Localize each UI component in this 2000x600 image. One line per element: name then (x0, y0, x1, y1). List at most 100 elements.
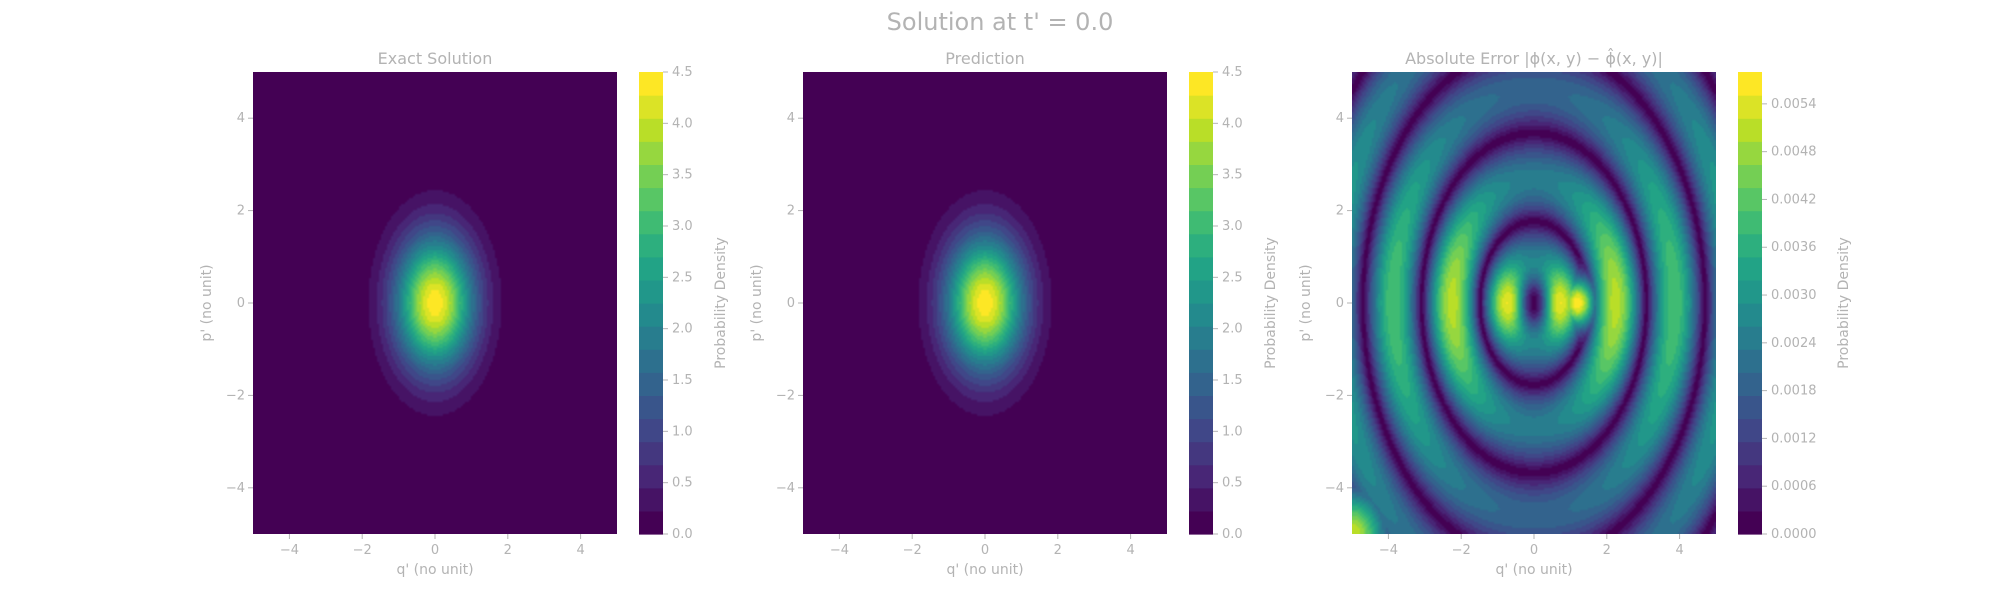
colorbar: 0.0000 0.0006 0.0012 0.0018 0.0024 0.0030 0.00… (1738, 72, 1852, 542)
colorbar-band (639, 256, 663, 281)
x-tick-label: 4 (1126, 543, 1134, 558)
colorbar-band (639, 72, 663, 96)
colorbar-tick-label: 3.0 (1222, 219, 1243, 234)
panel-3: Absolute Error |ϕ(x, y) − ϕ̂(x, y)| −4 −2 0… (1298, 48, 1852, 578)
y-tick-label: −2 (1325, 388, 1344, 403)
colorbar-tick-label: 2.5 (1222, 270, 1243, 285)
colorbar-band (1189, 256, 1213, 281)
y-tick-label: 2 (787, 204, 795, 219)
colorbar-band (639, 418, 663, 443)
x-tick-label: 0 (981, 543, 989, 558)
colorbar-tick-label: 0.0048 (1771, 145, 1817, 160)
colorbar-tick-label: 1.5 (1222, 373, 1243, 388)
colorbar-tick-label: 1.0 (1222, 424, 1243, 439)
y-tick-label: −4 (776, 481, 795, 496)
y-tick-label: 4 (787, 111, 795, 126)
colorbar-band (1738, 441, 1762, 466)
colorbar-tick-label: 4.5 (1222, 65, 1243, 80)
colorbar-band (1738, 256, 1762, 281)
y-tick-label: −4 (1325, 481, 1344, 496)
heatmap-image (803, 72, 1167, 534)
colorbar-band (1189, 210, 1213, 235)
y-tick-label: 0 (237, 296, 245, 311)
colorbar-tick-label: 0.5 (1222, 476, 1243, 491)
colorbar-band (1738, 326, 1762, 350)
colorbar-band (639, 141, 663, 165)
y-tick-label: 2 (1336, 204, 1344, 219)
colorbar-band (1738, 118, 1762, 142)
panel-title: Absolute Error |ϕ(x, y) − ϕ̂(x, y)| (1405, 48, 1663, 68)
heatmap-image (253, 72, 617, 534)
y-tick-label: −2 (776, 388, 795, 403)
colorbar-band (639, 395, 663, 420)
colorbar-band (639, 464, 663, 489)
colorbar-band (639, 441, 663, 466)
colorbar-band (639, 95, 663, 119)
y-tick-label: −4 (226, 481, 245, 496)
colorbar-band (1738, 395, 1762, 420)
panel-2: Prediction −4 −2 0 2 4 −4 −2 0 2 4 q' (no unit) p' (… (749, 49, 1279, 578)
colorbar-band (639, 118, 663, 142)
colorbar-band (639, 326, 663, 350)
colorbar-band (1738, 418, 1762, 443)
colorbar: 0.0 0.5 1.0 1.5 2.0 2.5 3.0 3.5 4.0 4.5 Probabilit… (639, 65, 729, 542)
colorbar-band (1738, 349, 1762, 373)
colorbar-band (1738, 464, 1762, 489)
colorbar-tick-label: 0.5 (672, 476, 693, 491)
colorbar-band (1189, 233, 1213, 258)
colorbar-band (1738, 372, 1762, 396)
colorbar-band (1738, 303, 1762, 327)
colorbar-tick-label: 1.5 (672, 373, 693, 388)
colorbar-band (639, 233, 663, 258)
colorbar-band (1189, 441, 1213, 466)
colorbar-band (1189, 349, 1213, 373)
colorbar-band (1189, 418, 1213, 443)
colorbar-tick-label: 0.0018 (1771, 384, 1817, 399)
colorbar-tick-label: 4.0 (1222, 116, 1243, 131)
x-tick-label: 2 (1603, 543, 1611, 558)
colorbar-band (1738, 510, 1762, 535)
y-axis-label: p' (no unit) (199, 264, 215, 341)
colorbar-band (1738, 95, 1762, 119)
colorbar-band (1189, 326, 1213, 350)
y-tick-label: 2 (237, 204, 245, 219)
colorbar-tick-label: 3.0 (672, 219, 693, 234)
y-tick-label: −2 (226, 388, 245, 403)
colorbar-band (639, 303, 663, 327)
x-axis-label: q' (no unit) (1495, 562, 1572, 578)
colorbar-tick-label: 0.0036 (1771, 240, 1817, 255)
colorbar-band (1738, 141, 1762, 165)
colorbar-band (639, 210, 663, 235)
colorbar-band (639, 164, 663, 189)
x-tick-label: 0 (431, 543, 439, 558)
colorbar-band (639, 487, 663, 512)
colorbar-band (639, 349, 663, 373)
heatmap-image (1352, 72, 1716, 534)
colorbar-tick-label: 0.0006 (1771, 479, 1817, 494)
colorbar-tick-label: 0.0012 (1771, 431, 1817, 446)
y-tick-label: 0 (787, 296, 795, 311)
colorbar-band (1738, 279, 1762, 304)
colorbar-tick-label: 0.0042 (1771, 192, 1817, 207)
colorbar: 0.0 0.5 1.0 1.5 2.0 2.5 3.0 3.5 4.0 4.5 Probabilit… (1189, 65, 1279, 542)
colorbar-band (639, 372, 663, 396)
x-tick-label: −4 (280, 543, 299, 558)
colorbar-label: Probability Density (713, 237, 729, 369)
x-tick-label: 2 (1054, 543, 1062, 558)
x-tick-label: −2 (353, 543, 372, 558)
colorbar-band (1189, 95, 1213, 119)
colorbar-band (1738, 487, 1762, 512)
colorbar-band (1738, 164, 1762, 189)
colorbar-label: Probability Density (1263, 237, 1279, 369)
colorbar-band (1738, 187, 1762, 212)
x-tick-label: −4 (1379, 543, 1398, 558)
colorbar-band (1189, 464, 1213, 489)
colorbar-band (1189, 303, 1213, 327)
x-tick-label: −2 (1452, 543, 1471, 558)
y-tick-label: 0 (1336, 296, 1344, 311)
colorbar-tick-label: 0.0030 (1771, 288, 1817, 303)
colorbar-tick-label: 0.0 (1222, 527, 1243, 542)
colorbar-band (1738, 72, 1762, 96)
colorbar-band (1189, 487, 1213, 512)
